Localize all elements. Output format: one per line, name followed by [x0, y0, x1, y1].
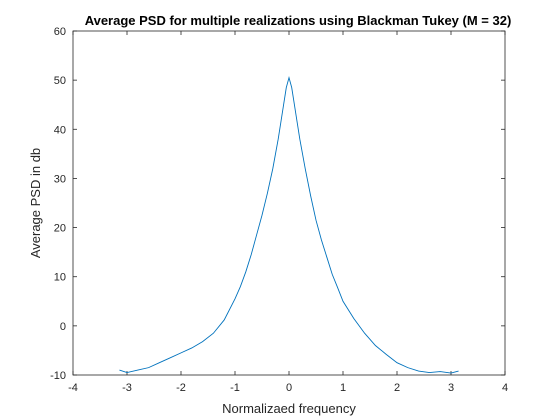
x-tick-label: -4 — [68, 382, 78, 394]
x-tick-label: 1 — [340, 382, 346, 394]
chart-title: Average PSD for multiple realizations us… — [85, 13, 512, 28]
y-tick-label: 60 — [54, 26, 66, 38]
x-tick-label: 0 — [286, 382, 292, 394]
plot-area-frame — [72, 30, 506, 376]
axis-ticks — [72, 30, 506, 376]
x-tick-label: -1 — [230, 382, 240, 394]
y-tick-label: 50 — [54, 75, 66, 87]
y-tick-label: 0 — [60, 321, 66, 333]
y-tick-label: 30 — [54, 173, 66, 185]
x-tick-label: 4 — [502, 382, 508, 394]
y-tick-label: 40 — [54, 124, 66, 136]
y-tick-label: 20 — [54, 223, 66, 235]
x-tick-labels: -4 -3 -2 -1 0 1 2 3 4 — [68, 382, 508, 394]
y-axis-label: Average PSD in db — [28, 148, 43, 258]
series-line — [119, 75, 459, 374]
y-tick-labels: -10 0 10 20 30 40 50 60 — [50, 26, 66, 382]
x-tick-label: -2 — [176, 382, 186, 394]
x-tick-label: 2 — [394, 382, 400, 394]
x-axis-label: Normalizaed frequency — [222, 401, 356, 416]
y-tick-label: 10 — [54, 272, 66, 284]
x-tick-label: 3 — [448, 382, 454, 394]
x-tick-label: -3 — [122, 382, 132, 394]
y-tick-label: -10 — [50, 370, 66, 382]
